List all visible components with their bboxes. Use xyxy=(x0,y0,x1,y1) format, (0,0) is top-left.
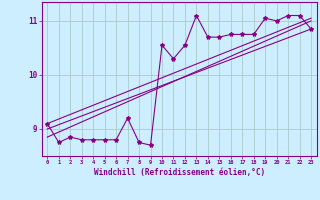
X-axis label: Windchill (Refroidissement éolien,°C): Windchill (Refroidissement éolien,°C) xyxy=(94,168,265,177)
